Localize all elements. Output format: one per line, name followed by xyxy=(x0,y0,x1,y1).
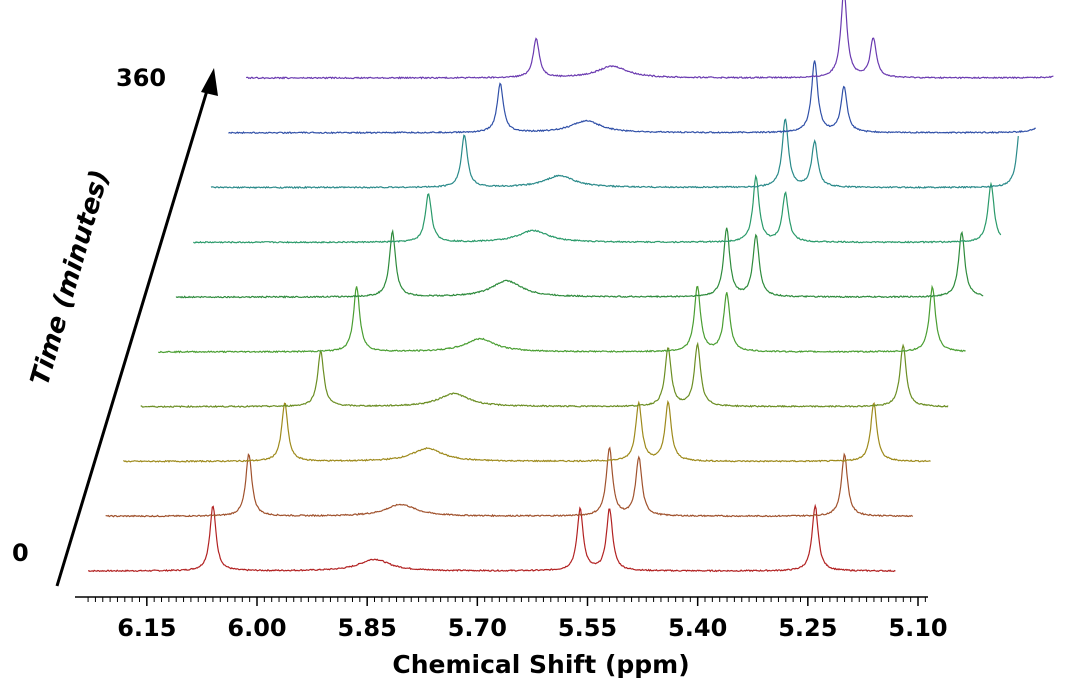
spectrum-line-t0 xyxy=(88,503,896,573)
x-tick-label: 5.40 xyxy=(668,614,727,642)
spectrum-line-t240 xyxy=(192,174,1002,244)
spectrum-line-t320 xyxy=(228,60,1036,135)
x-axis-ticks: 6.15 6.00 5.85 5.70 5.55 5.40 5.25 5.10 xyxy=(87,597,948,642)
y-axis-label: Time (minutes) xyxy=(25,167,115,389)
spectra-layer xyxy=(88,0,1054,573)
x-tick-label: 5.70 xyxy=(448,614,507,642)
time-end-label: 360 xyxy=(116,64,166,92)
time-start-label: 0 xyxy=(12,539,29,567)
spectrum-line-t80 xyxy=(123,399,931,463)
x-tick-label: 5.85 xyxy=(338,614,397,642)
time-axis-arrow xyxy=(55,83,211,587)
x-axis-label: Chemical Shift (ppm) xyxy=(392,650,689,679)
x-tick-label: 5.25 xyxy=(778,614,837,642)
spectrum-line-t40 xyxy=(105,446,914,518)
x-tick-label: 5.10 xyxy=(888,614,947,642)
spectrum-line-t160 xyxy=(158,284,966,354)
spectrum-line-t120 xyxy=(140,341,949,409)
x-tick-label: 6.00 xyxy=(227,614,286,642)
x-tick-label: 5.55 xyxy=(558,614,617,642)
spectrum-line-t200 xyxy=(175,227,984,299)
x-tick-label: 6.15 xyxy=(117,614,176,642)
spectrum-line-t280 xyxy=(210,118,1019,190)
spectrum-line-t360 xyxy=(245,0,1054,80)
time-arrow-head-icon xyxy=(201,68,218,96)
